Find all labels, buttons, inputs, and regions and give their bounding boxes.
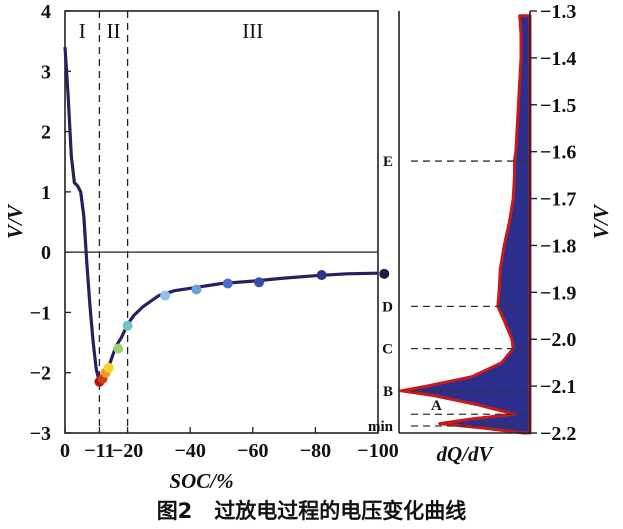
x-tick-label: −60 <box>237 440 268 462</box>
right-y-axis-label: V/V <box>589 203 613 239</box>
data-point-marker <box>122 320 133 331</box>
y-tick-label: −3 <box>30 423 51 445</box>
right-tick-label: −1.3 <box>540 1 576 23</box>
dqdv-axis-label: dQ/dV <box>436 442 494 466</box>
data-point-marker <box>254 277 265 288</box>
right-tick-label: −2.0 <box>540 329 576 351</box>
peak-label: E <box>383 154 393 170</box>
x-tick-label: −100 <box>357 440 398 462</box>
data-point-marker <box>191 284 202 295</box>
right-tick-label: −1.9 <box>540 282 576 304</box>
region-label: II <box>107 19 121 43</box>
x-axis-label: SOC/% <box>169 469 233 493</box>
y-tick-label: 0 <box>41 242 51 264</box>
peak-label: B <box>383 384 393 400</box>
right-tick-label: −1.5 <box>540 95 576 117</box>
y-tick-label: 1 <box>41 182 51 204</box>
x-tick-label: −20 <box>112 440 143 462</box>
right-tick-label: −1.6 <box>540 142 576 164</box>
x-tick-label: 0 <box>60 440 70 462</box>
data-point-marker <box>103 362 114 373</box>
right-tick-label: −1.4 <box>540 48 576 70</box>
figure-caption: 图2 过放电过程的电压变化曲线 <box>0 496 623 526</box>
peak-label: A <box>431 398 442 414</box>
plot-frame <box>64 10 379 434</box>
figure-caption-text: 过放电过程的电压变化曲线 <box>214 499 467 523</box>
x-tick-label: −40 <box>174 440 205 462</box>
right-tick-label: −1.8 <box>540 235 576 257</box>
y-tick-label: −1 <box>30 302 51 324</box>
figure-number: 图2 <box>156 499 193 523</box>
data-point-marker <box>160 290 171 301</box>
data-point-marker <box>113 343 124 354</box>
region-label: III <box>242 19 263 43</box>
region-label: I <box>79 19 86 43</box>
y-tick-label: 3 <box>41 61 51 83</box>
right-tick-label: −1.7 <box>540 189 576 211</box>
dqdv-profile <box>399 14 532 435</box>
x-tick-label: −11 <box>84 440 114 462</box>
y-tick-label: 4 <box>41 1 51 23</box>
y-tick-label: 2 <box>41 122 51 144</box>
peak-label: D <box>382 299 393 315</box>
x-tick-label: −80 <box>300 440 331 462</box>
data-point-marker <box>222 278 233 289</box>
y-tick-label: −2 <box>30 363 51 385</box>
voltage-curve <box>63 47 379 384</box>
right-tick-label: −2.1 <box>540 376 576 398</box>
y-axis-label: V/V <box>3 203 27 239</box>
data-point-marker <box>379 268 390 279</box>
peak-label: min <box>368 419 394 435</box>
peak-label: C <box>382 342 393 358</box>
right-tick-label: −2.2 <box>540 423 576 445</box>
data-point-marker <box>316 270 327 281</box>
